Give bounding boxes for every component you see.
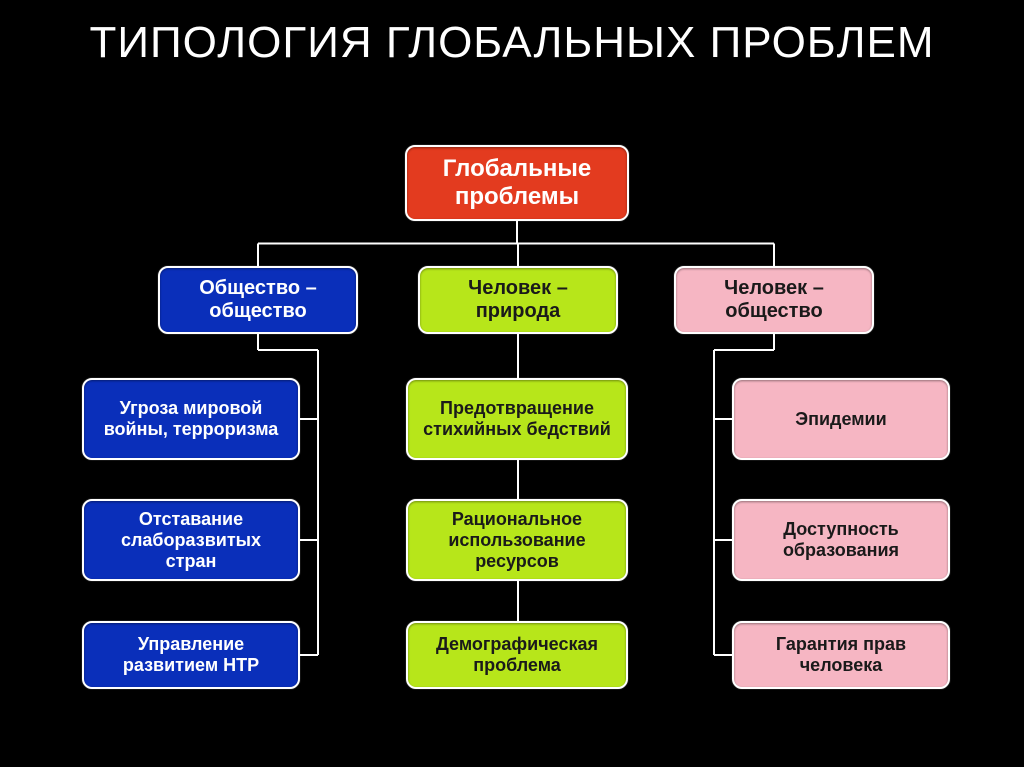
branch-2-child-2: Гарантия прав человека: [732, 621, 950, 689]
branch-0-child-0: Угроза мировой войны, терроризма: [82, 378, 300, 460]
branch-1-child-2: Демографическая проблема: [406, 621, 628, 689]
branch-header-1: Человек – природа: [418, 266, 618, 334]
branch-header-0: Общество – общество: [158, 266, 358, 334]
diagram-title: ТИПОЛОГИЯ ГЛОБАЛЬНЫХ ПРОБЛЕМ: [0, 18, 1024, 69]
branch-2-child-0: Эпидемии: [732, 378, 950, 460]
branch-1-child-0: Предотвращение стихийных бедствий: [406, 378, 628, 460]
branch-2-child-1: Доступность образования: [732, 499, 950, 581]
branch-1-child-1: Рациональное использование ресурсов: [406, 499, 628, 581]
root-node: Глобальные проблемы: [405, 145, 629, 221]
branch-0-child-1: Отставание слаборазвитых стран: [82, 499, 300, 581]
branch-0-child-2: Управление развитием НТР: [82, 621, 300, 689]
branch-header-2: Человек – общество: [674, 266, 874, 334]
